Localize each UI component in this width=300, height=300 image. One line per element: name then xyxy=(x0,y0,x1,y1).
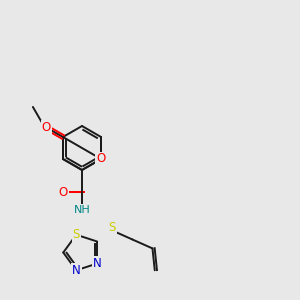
Text: O: O xyxy=(96,152,106,166)
Text: N: N xyxy=(72,264,81,277)
Text: O: O xyxy=(59,185,68,199)
Text: O: O xyxy=(42,121,51,134)
Text: N: N xyxy=(93,257,101,270)
Text: NH: NH xyxy=(74,205,90,215)
Text: S: S xyxy=(109,221,116,234)
Text: S: S xyxy=(73,228,80,241)
